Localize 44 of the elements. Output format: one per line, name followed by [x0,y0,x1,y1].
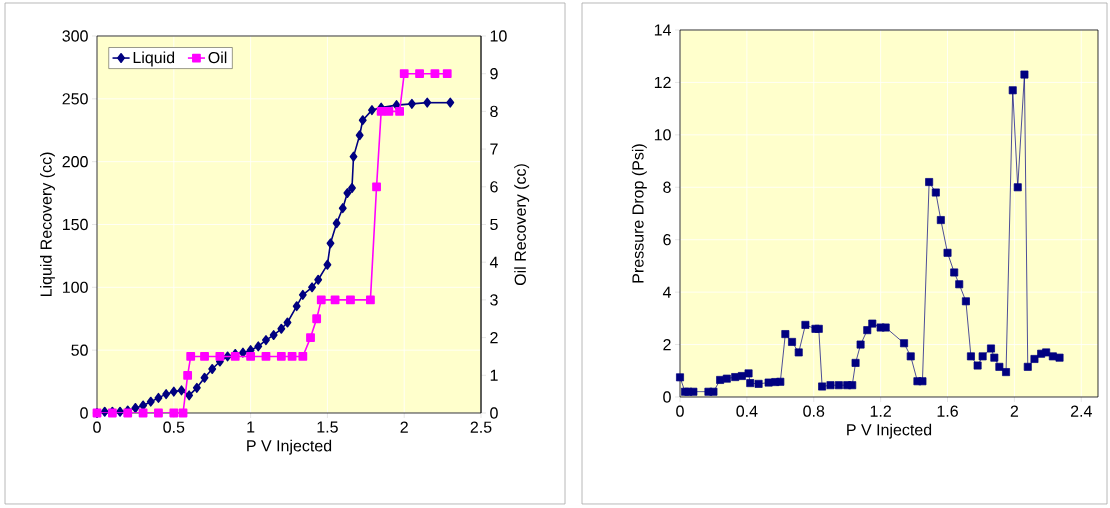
y2-tick-label: 9 [490,68,498,80]
x-axis-title: P V Injected [847,423,932,439]
y2-tick-label: 8 [490,105,498,118]
y-tick-label: 0 [663,391,671,403]
x-tick-label: 0.5 [163,421,185,433]
y-tick-label: 2 [663,338,671,351]
x-tick-label: 2.5 [470,421,492,433]
x-tick-label: 0 [676,405,684,417]
y-axis-title: Liquid Recovery (cc) [40,152,55,297]
x-tick-label: 1.6 [937,405,958,417]
x-tick-label: 1.2 [870,405,891,417]
y-tick-label: 8 [663,181,671,193]
x-tick-label: 0.4 [736,405,758,417]
y-tick-label: 10 [654,129,671,141]
x-tick-label: 2 [400,421,408,433]
y2-tick-label: 10 [490,30,507,42]
y-tick-label: 6 [663,234,671,246]
x-tick-label: 2 [1010,405,1019,417]
x-axis-title: P V Injected [247,439,332,455]
y2-tick-label: 4 [489,256,498,268]
y2-tick-label: 3 [490,294,498,306]
x-tick-label: 1 [247,421,255,433]
y-tick-label: 100 [63,281,88,293]
y-tick-label: 250 [62,93,88,105]
y2-tick-label: 6 [490,181,498,193]
x-tick-label: 0 [93,421,101,433]
legend-label: Oil [208,51,227,64]
y2-tick-label: 7 [490,143,498,155]
y-tick-label: 50 [71,344,88,356]
y-tick-label: 4 [662,286,671,298]
y2-tick-label: 5 [490,218,498,231]
x-tick-label: 0.8 [803,405,825,417]
y-axis-title: Pressure Drop (Psi) [631,144,647,283]
y2-axis-title: Oil Recovery (cc) [514,164,530,286]
y-tick-label: 300 [62,30,88,42]
legend-label: Liquid [133,51,175,67]
x-tick-label: 1.5 [317,421,338,433]
x-tick-label: 2.4 [1070,405,1092,417]
y-tick-label: 12 [654,76,671,89]
y-tick-label: 150 [63,218,88,231]
y-tick-label: 14 [654,24,671,36]
y2-tick-label: 2 [490,332,498,344]
y-tick-label: 200 [62,156,88,168]
y2-tick-label: 1 [490,369,498,381]
